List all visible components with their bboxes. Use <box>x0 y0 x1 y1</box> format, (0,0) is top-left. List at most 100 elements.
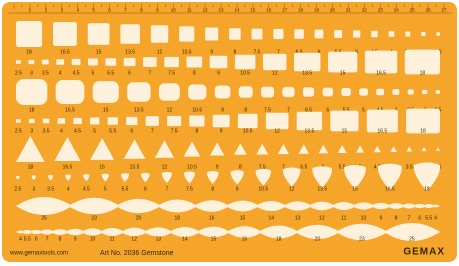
size-label: 12 <box>272 70 278 76</box>
size-label: 5.5 <box>109 128 116 134</box>
size-label: 8 <box>244 107 247 113</box>
size-label: 13.5 <box>317 186 327 192</box>
square <box>334 30 342 38</box>
size-label: 8 <box>234 49 237 55</box>
octagon <box>238 114 258 128</box>
size-label: 4 <box>67 186 70 192</box>
size-label: 10 <box>361 215 367 221</box>
size-label: 25 <box>409 236 415 242</box>
octagon <box>266 113 289 130</box>
size-label: 8 <box>59 236 62 242</box>
size-label: 16 <box>242 236 248 242</box>
octagon <box>58 118 66 124</box>
size-label: 18 <box>420 128 426 134</box>
size-label: 3 <box>32 186 35 192</box>
square <box>389 31 395 37</box>
octagon <box>126 117 137 125</box>
size-label: 2.5 <box>14 186 21 192</box>
square <box>405 31 410 36</box>
size-label: 2.5 <box>15 128 22 134</box>
size-label: 10.5 <box>182 49 192 55</box>
size-label: 15 <box>99 164 105 170</box>
cushion <box>215 85 231 98</box>
rectangle <box>143 57 157 67</box>
rectangle <box>294 53 320 72</box>
size-label: 3.5 <box>42 70 49 76</box>
cushion <box>188 84 206 99</box>
cushion <box>16 79 47 105</box>
size-label: 10 <box>90 236 96 242</box>
size-label: 3.5 <box>47 186 54 192</box>
cushion <box>422 90 427 94</box>
size-label: 7.5 <box>171 128 178 134</box>
size-label: 16 <box>209 215 215 221</box>
cushion <box>127 82 150 102</box>
size-label: 13 <box>295 215 301 221</box>
size-label: 5 <box>362 107 365 113</box>
rectangle <box>124 58 136 66</box>
ruler-label: 26 <box>426 8 432 13</box>
size-label: 8 <box>395 215 398 221</box>
square <box>294 29 303 38</box>
octagon <box>73 118 81 124</box>
size-label: 12 <box>319 215 325 221</box>
size-label: 4 <box>60 128 63 134</box>
size-label: 14 <box>268 215 274 221</box>
ruler-label: 11 <box>187 8 192 13</box>
size-label: 6 <box>326 107 329 113</box>
cushion <box>239 86 253 98</box>
octagon <box>146 116 159 126</box>
size-label: 16.5 <box>376 70 386 76</box>
ruler-label: 25 <box>410 8 416 13</box>
size-label: 8 <box>239 164 242 170</box>
article: Art No. 2036 Gemstone <box>100 250 174 257</box>
size-label: 4.5 <box>73 70 80 76</box>
size-label: 15 <box>352 186 358 192</box>
size-label: 13 <box>156 236 162 242</box>
size-label: 5 <box>92 70 95 76</box>
size-label: 9 <box>210 49 213 55</box>
square <box>273 29 283 39</box>
size-label: 5 <box>93 128 96 134</box>
cushion <box>436 90 440 94</box>
cushion <box>323 88 333 97</box>
square <box>120 24 140 44</box>
size-label: 15 <box>240 215 246 221</box>
size-label: 5.5 <box>107 70 114 76</box>
square <box>371 31 378 38</box>
cushion <box>392 89 399 95</box>
ruler-label: 14 <box>234 8 240 13</box>
ruler-label: 18 <box>298 8 304 13</box>
octagon <box>108 117 118 125</box>
octagon <box>29 119 35 123</box>
size-label: 4 <box>19 236 22 242</box>
ruler-label: 23 <box>378 8 384 13</box>
size-label: 18 <box>175 215 181 221</box>
ruler-label: 19 <box>314 8 320 13</box>
size-label: 14 <box>182 236 188 242</box>
size-label: 7.5 <box>254 49 261 55</box>
cushion <box>56 80 85 104</box>
cushion <box>93 81 119 103</box>
size-label: 9 <box>74 236 77 242</box>
size-label: 10.5 <box>243 128 253 134</box>
size-label: 7 <box>151 128 154 134</box>
size-label: 23 <box>359 236 365 242</box>
size-label: 18 <box>420 70 426 76</box>
ruler-label: 24 <box>394 8 400 13</box>
square <box>252 29 263 40</box>
size-label: 18 <box>276 236 282 242</box>
size-label: 3.5 <box>43 128 50 134</box>
square <box>205 27 218 40</box>
square <box>229 28 241 40</box>
square <box>315 30 324 39</box>
rectangle <box>263 54 286 71</box>
size-label: 4 <box>434 215 437 221</box>
size-label: 11 <box>110 236 115 242</box>
size-label: 11 <box>341 215 346 221</box>
octagon <box>43 119 50 124</box>
rectangle <box>28 60 34 64</box>
size-label: 9 <box>216 164 219 170</box>
size-label: 5 <box>104 186 107 192</box>
cushion <box>341 88 351 96</box>
